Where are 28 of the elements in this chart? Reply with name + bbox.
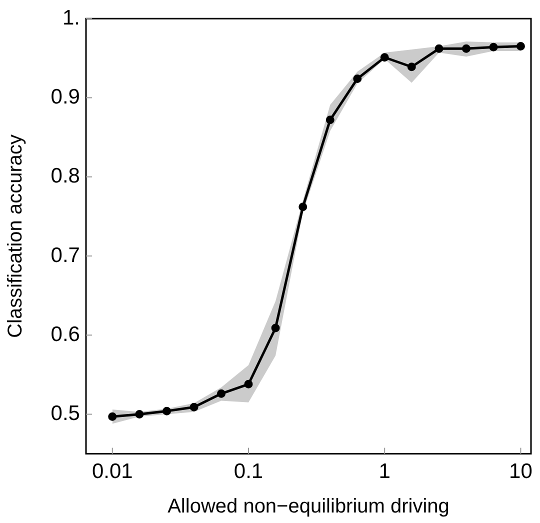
point bbox=[462, 44, 471, 53]
point bbox=[244, 380, 253, 388]
y-tick-label: 0.8 bbox=[50, 164, 80, 188]
y-tick-label: 0.9 bbox=[50, 86, 80, 109]
point bbox=[326, 116, 334, 124]
y-tick-label: 0.5 bbox=[50, 402, 80, 426]
x-axis-title: Allowed non−equilibrium driving bbox=[168, 496, 450, 518]
point bbox=[353, 74, 362, 83]
point bbox=[407, 62, 416, 72]
point bbox=[434, 44, 444, 53]
y-tick-label: 1. bbox=[62, 6, 80, 30]
point bbox=[380, 53, 389, 62]
point bbox=[135, 410, 144, 418]
point bbox=[298, 202, 308, 212]
y-tick-label: 0.6 bbox=[50, 322, 80, 346]
x-tick-label: 10 bbox=[509, 460, 532, 484]
y-tick-label: 0.7 bbox=[50, 244, 80, 267]
point bbox=[108, 412, 117, 421]
point bbox=[271, 324, 280, 332]
x-tick-label: 1 bbox=[378, 460, 390, 484]
x-tick-label: 0.01 bbox=[92, 460, 133, 484]
point bbox=[217, 389, 226, 398]
point bbox=[162, 406, 172, 416]
point bbox=[190, 402, 198, 412]
point bbox=[489, 42, 498, 52]
x-tick-label: 0.1 bbox=[234, 460, 264, 484]
y-axis-title: Classification accuracy bbox=[4, 134, 27, 338]
point bbox=[516, 42, 525, 51]
